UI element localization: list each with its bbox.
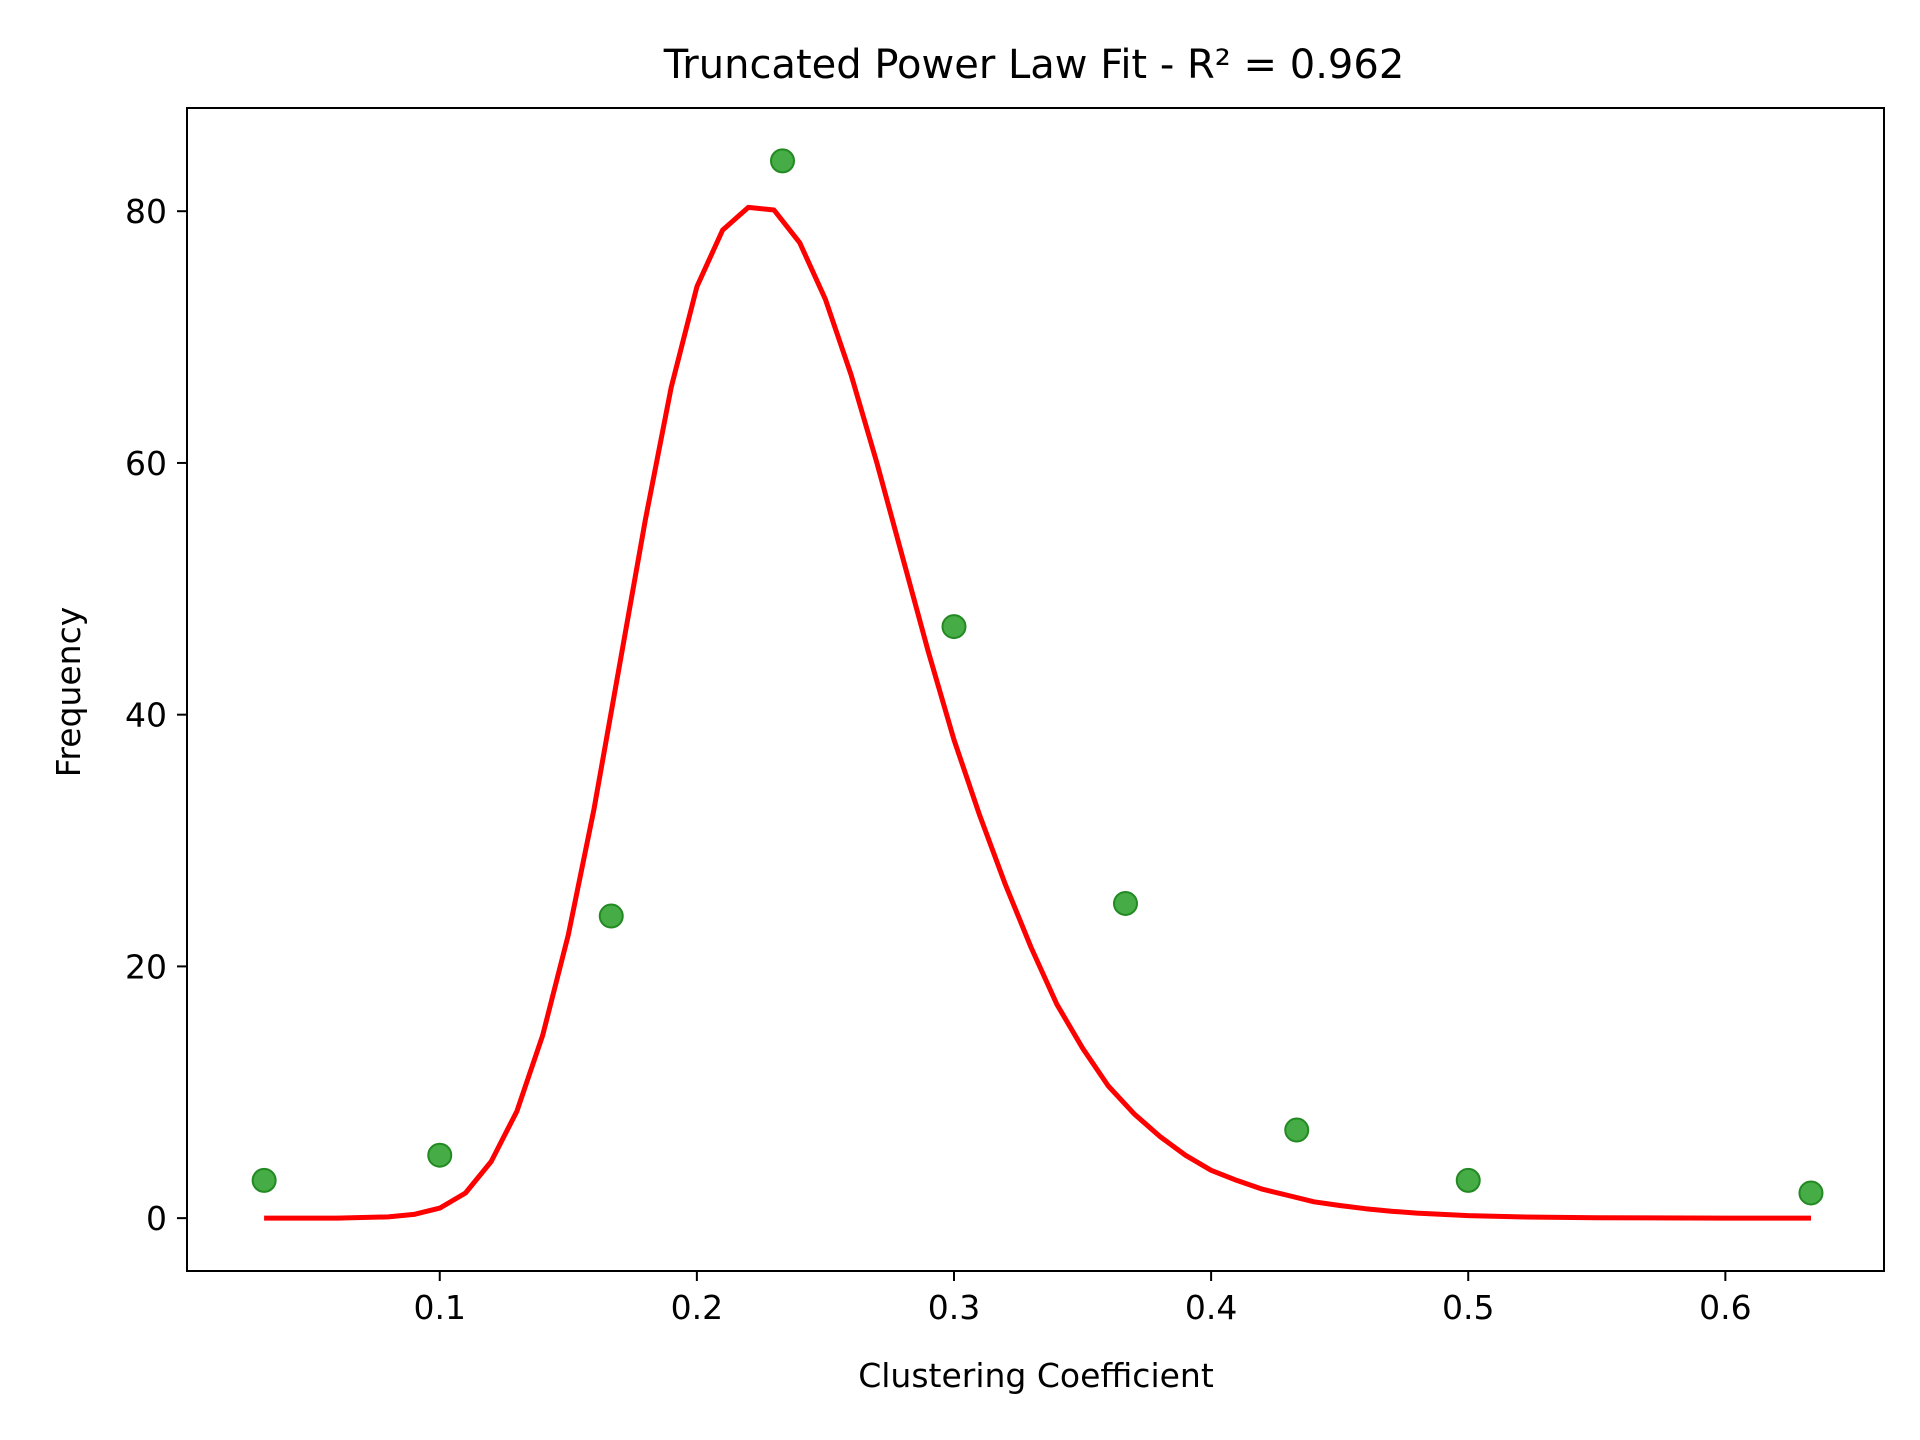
y-tick-label: 60	[125, 444, 167, 483]
data-point	[1112, 890, 1138, 916]
y-tick-label: 80	[125, 192, 167, 231]
data-point	[1284, 1117, 1310, 1143]
axes-frame	[186, 107, 1885, 1272]
data-point	[1798, 1180, 1824, 1206]
y-tick-label: 40	[125, 696, 167, 735]
data-point	[251, 1167, 277, 1193]
y-axis: 0 20 40 60 80	[125, 192, 187, 1238]
x-axis-label: Clustering Coefficient	[858, 1356, 1214, 1395]
x-tick-label: 0.5	[1442, 1288, 1494, 1327]
x-axis: 0.1 0.2 0.3 0.4 0.5 0.6	[414, 1271, 1752, 1327]
y-tick-label: 0	[146, 1199, 167, 1238]
plot-area	[251, 148, 1824, 1221]
y-tick-label: 20	[125, 947, 167, 986]
data-point	[598, 903, 624, 929]
x-tick-label: 0.4	[1185, 1288, 1237, 1327]
data-point	[1455, 1167, 1481, 1193]
x-tick-label: 0.2	[671, 1288, 723, 1327]
x-tick-label: 0.1	[414, 1288, 466, 1327]
chart-title: Truncated Power Law Fit - R² = 0.962	[663, 42, 1405, 88]
x-tick-label: 0.3	[928, 1288, 980, 1327]
y-axis-label: Frequency	[49, 607, 88, 777]
data-point	[769, 148, 795, 174]
fit-line	[264, 204, 1811, 1221]
data-point	[427, 1142, 453, 1168]
data-point	[941, 614, 967, 640]
x-tick-label: 0.6	[1699, 1288, 1751, 1327]
